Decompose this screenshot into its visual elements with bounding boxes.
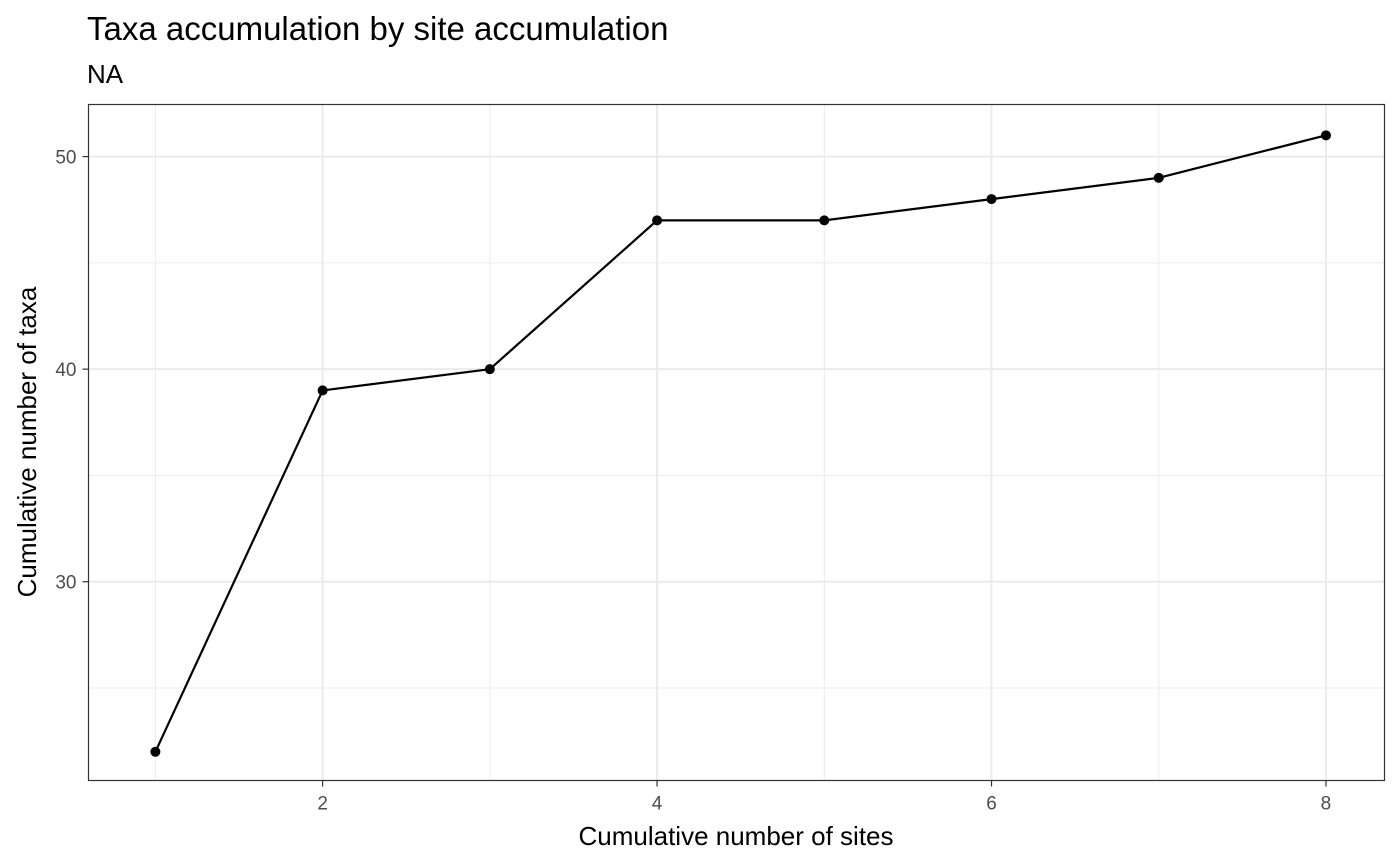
x-tick-label: 4 [652, 794, 663, 815]
series-line [154, 134, 1327, 753]
x-axis-title: Cumulative number of sites [578, 821, 893, 851]
data-points-layer [150, 130, 1331, 757]
grid-layer [88, 104, 1385, 781]
series-line-layer [154, 134, 1327, 753]
data-point [1153, 172, 1164, 183]
data-point [652, 215, 663, 226]
y-axis-title: Cumulative number of taxa [12, 286, 42, 597]
x-tick-label: 8 [1321, 794, 1332, 815]
chart-subtitle: NA [87, 59, 124, 89]
chart-title: Taxa accumulation by site accumulation [87, 10, 668, 47]
y-tick-label: 40 [55, 360, 76, 381]
y-tick-label: 30 [55, 573, 76, 594]
data-point [317, 385, 328, 396]
data-point [819, 215, 830, 226]
y-tick-label: 50 [55, 148, 76, 169]
x-tick-label: 6 [986, 794, 997, 815]
y-axis-ticks: 30 40 50 [55, 148, 89, 594]
data-point [484, 364, 495, 375]
data-point [1320, 130, 1331, 141]
x-tick-label: 2 [317, 794, 328, 815]
panel-border [87, 103, 1386, 782]
data-point [986, 194, 997, 205]
x-axis-ticks: 2 4 6 8 [317, 780, 1332, 815]
data-point [150, 746, 161, 757]
